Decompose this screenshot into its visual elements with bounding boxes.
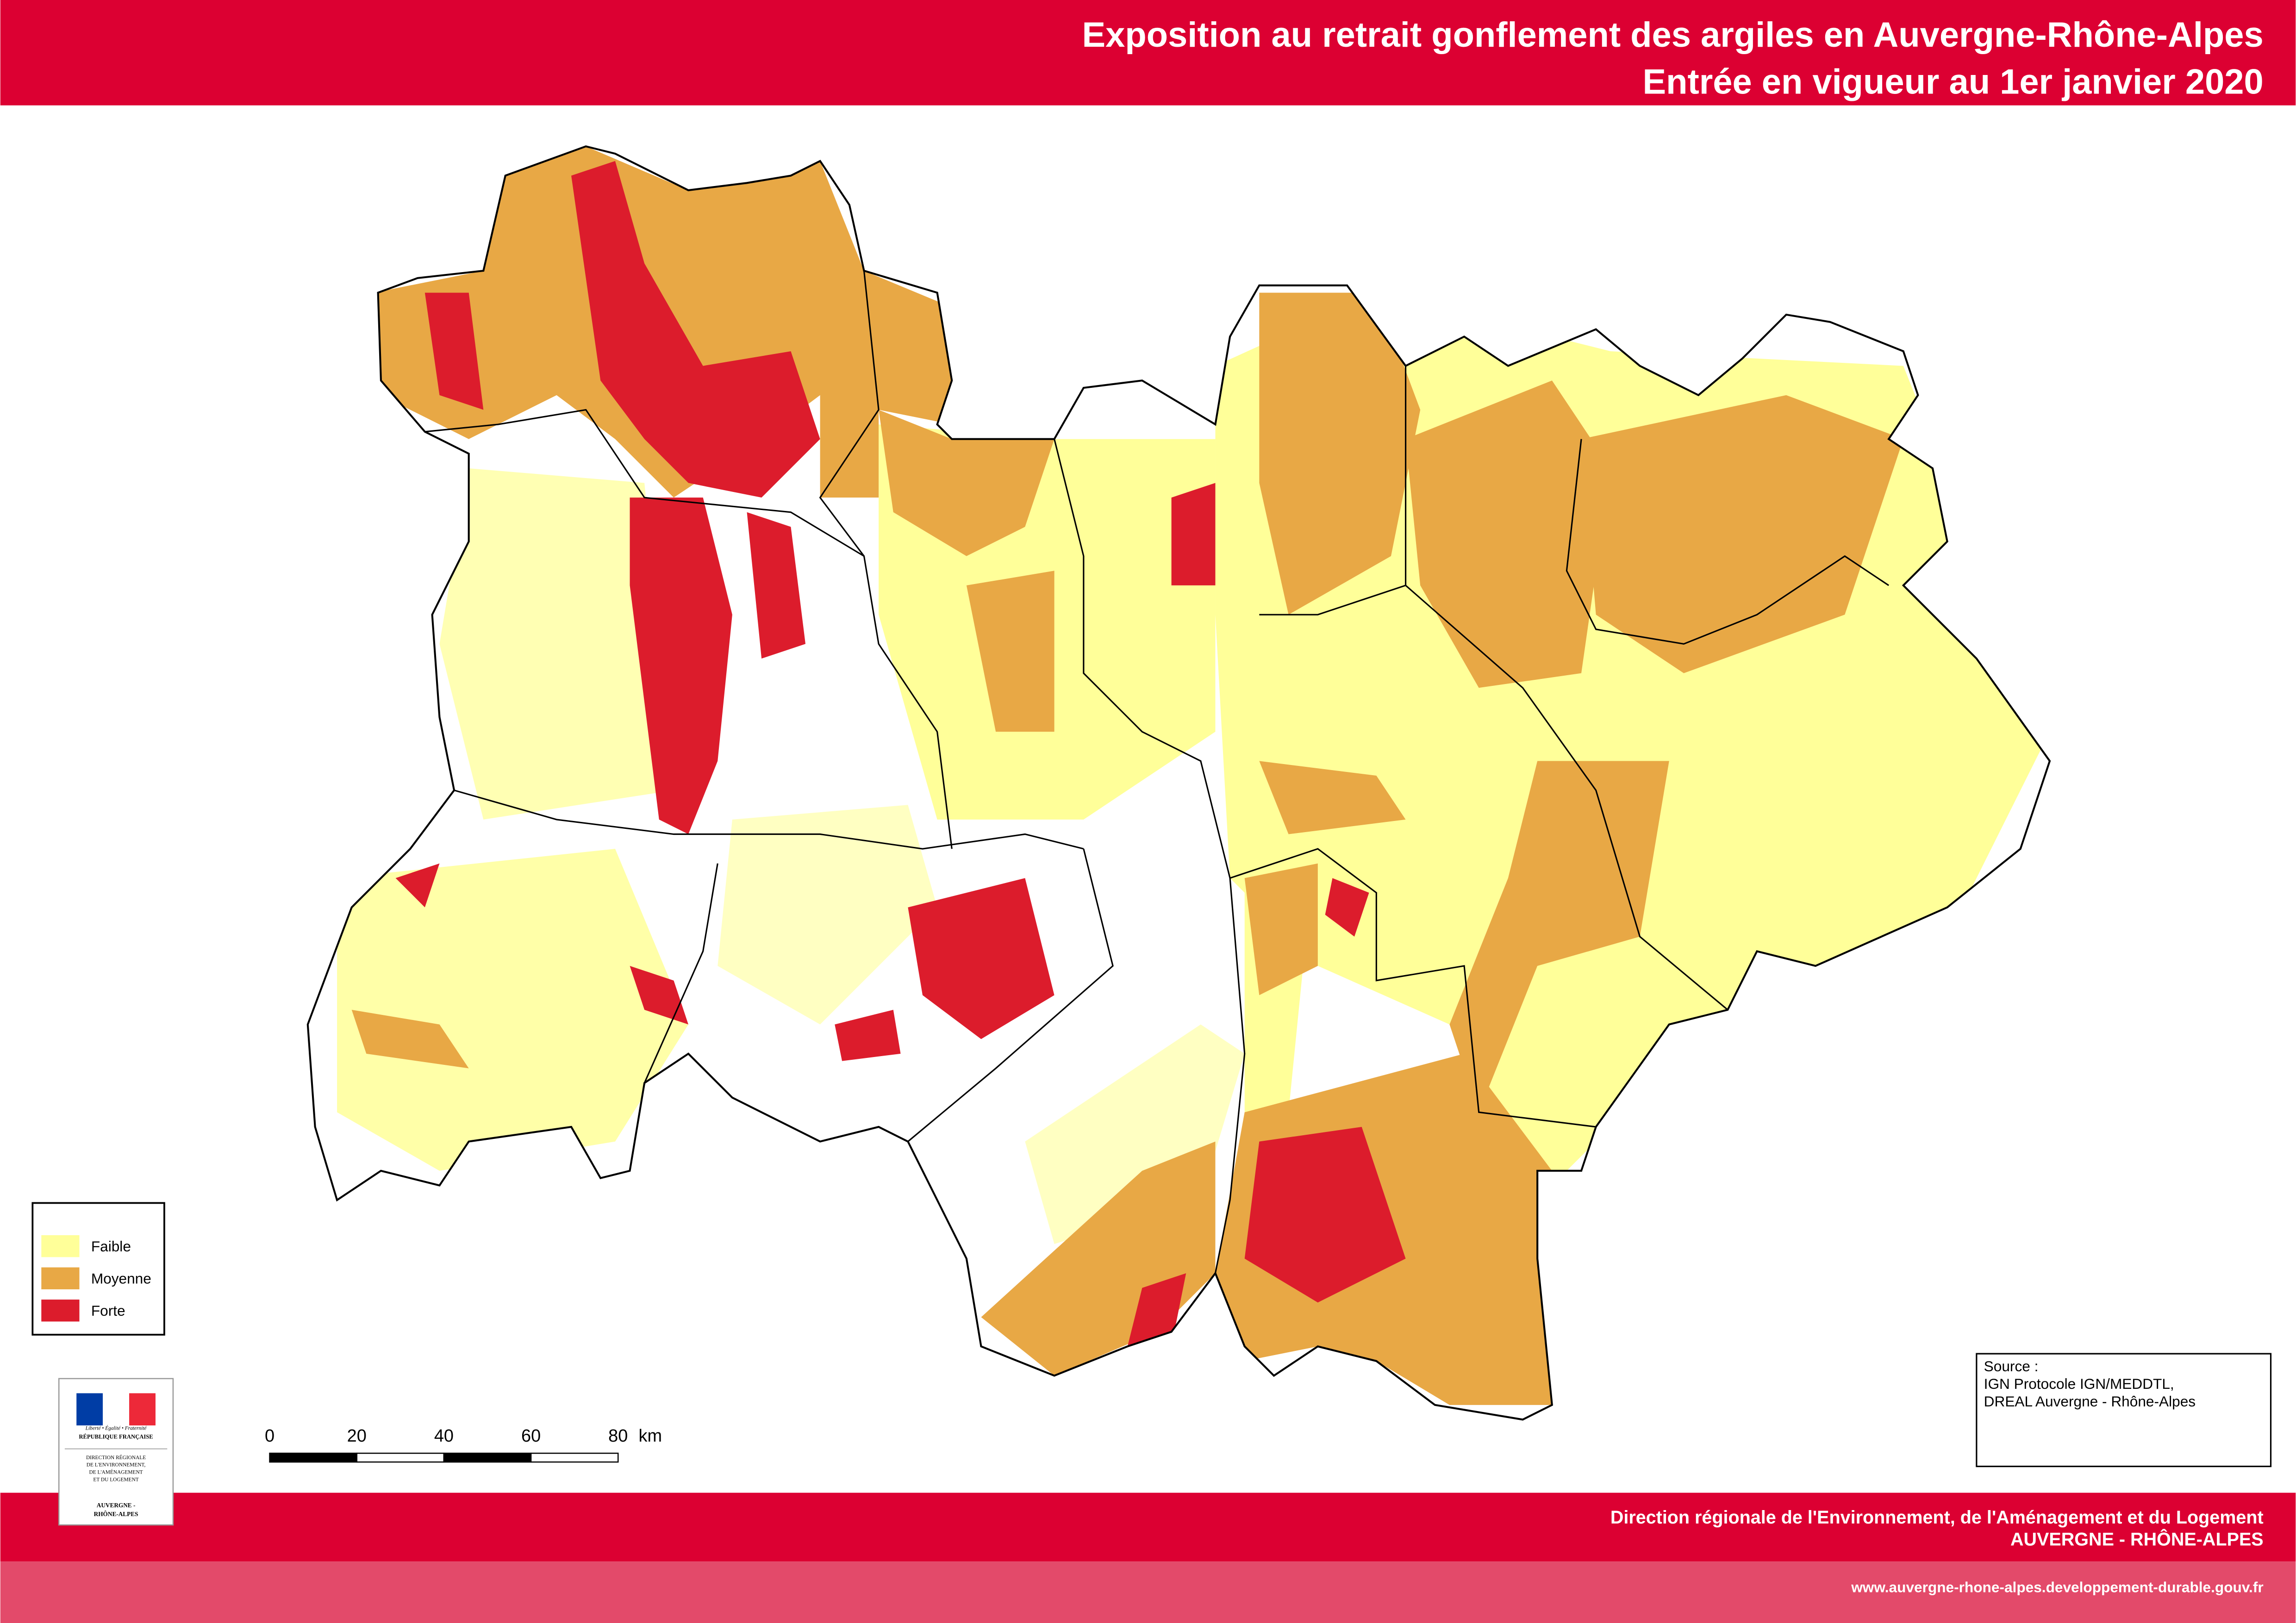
footer-line: Direction régionale de l'Environnement, … bbox=[1610, 1507, 2264, 1528]
scale-tick-label: 0 bbox=[265, 1426, 275, 1446]
logo-republic: RÉPUBLIQUE FRANÇAISE bbox=[79, 1434, 153, 1440]
logo-line: ET DU LOGEMENT bbox=[93, 1477, 138, 1482]
logo-region: AUVERGNE - bbox=[97, 1502, 136, 1509]
footer-url: www.auvergne-rhone-alpes.developpement-d… bbox=[1851, 1579, 2263, 1596]
logo-line: DE L'AMÉNAGEMENT bbox=[89, 1469, 143, 1475]
scale-tick-label: 60 bbox=[521, 1426, 541, 1446]
legend-label: Moyenne bbox=[91, 1270, 151, 1287]
footer-url-band bbox=[0, 1561, 2296, 1623]
logo-line: DIRECTION RÉGIONALE bbox=[86, 1455, 146, 1461]
logo-line: DE L'ENVIRONNEMENT, bbox=[87, 1462, 146, 1468]
logo-blue bbox=[76, 1393, 103, 1426]
footer-band bbox=[0, 1492, 2296, 1562]
legend: Faible Moyenne Forte bbox=[41, 1235, 151, 1322]
source-line: IGN Protocole IGN/MEDDTL, bbox=[1984, 1375, 2174, 1392]
source-title: Source : bbox=[1984, 1358, 2039, 1374]
scale-unit: km bbox=[639, 1426, 662, 1446]
source-box bbox=[1976, 1353, 2272, 1468]
legend-label: Forte bbox=[91, 1302, 125, 1319]
scale-segment bbox=[443, 1452, 532, 1463]
region-outline bbox=[306, 145, 2051, 1421]
legend-label: Faible bbox=[91, 1238, 131, 1255]
legend-swatch bbox=[41, 1300, 80, 1322]
header-band bbox=[0, 0, 2296, 106]
logo-region: RHÔNE-ALPES bbox=[94, 1511, 138, 1517]
legend-swatch bbox=[41, 1267, 80, 1289]
scale-segment bbox=[530, 1452, 619, 1463]
logo-red bbox=[129, 1393, 156, 1426]
map bbox=[307, 146, 2050, 1420]
logo-motto: Liberté • Égalité • Fraternité bbox=[85, 1426, 147, 1431]
scale-tick-label: 20 bbox=[347, 1426, 367, 1446]
scale-segment bbox=[269, 1452, 358, 1463]
scale-bar: 0 20 40 60 80 km bbox=[265, 1426, 662, 1463]
source-line: DREAL Auvergne - Rhône-Alpes bbox=[1984, 1393, 2196, 1410]
logo-white bbox=[103, 1393, 130, 1426]
scale-tick-label: 80 bbox=[608, 1426, 628, 1446]
legend-swatch bbox=[41, 1235, 80, 1257]
scale-segment bbox=[356, 1452, 445, 1463]
scale-tick-label: 40 bbox=[434, 1426, 454, 1446]
subtitle: Entrée en vigueur au 1er janvier 2020 bbox=[1643, 62, 2264, 101]
footer-line: AUVERGNE - RHÔNE-ALPES bbox=[2010, 1529, 2264, 1549]
title: Exposition au retrait gonflement des arg… bbox=[1082, 15, 2264, 55]
